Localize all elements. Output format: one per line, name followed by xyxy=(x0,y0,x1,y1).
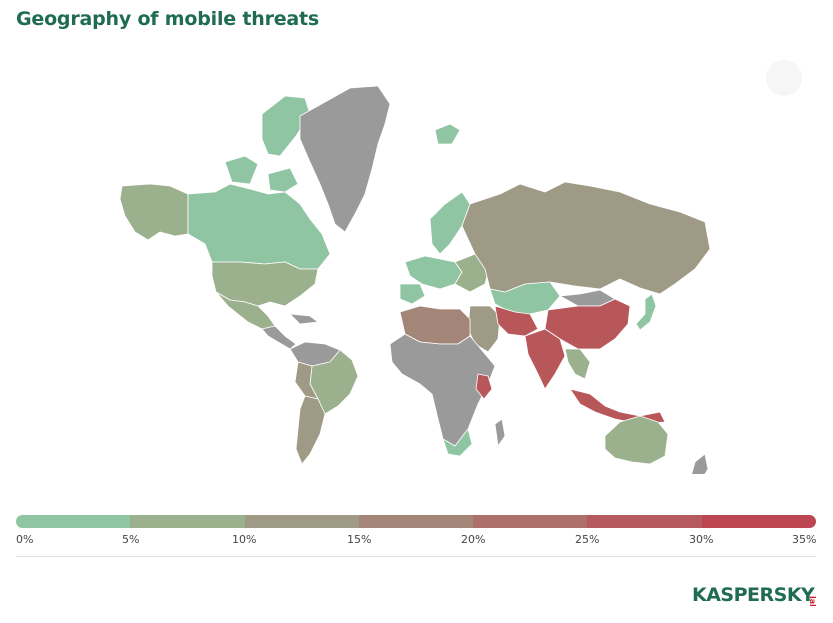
legend-tick: 30% xyxy=(689,533,714,546)
legend-segment xyxy=(358,515,474,528)
region-japan[interactable] xyxy=(635,293,657,331)
legend-tick: 0% xyxy=(16,533,34,546)
region-madagascar[interactable] xyxy=(494,418,506,447)
region-argentina[interactable] xyxy=(295,395,326,465)
legend-tick-labels: 0% 5% 10% 15% 20% 25% 30% 35% xyxy=(16,533,816,553)
svg-text:KASPERSKY: KASPERSKY xyxy=(692,584,815,606)
region-southeast-asia[interactable] xyxy=(564,348,591,380)
region-russia[interactable] xyxy=(461,181,711,295)
world-map[interactable] xyxy=(0,44,833,474)
legend-tick: 20% xyxy=(461,533,486,546)
region-canada[interactable] xyxy=(187,183,331,270)
region-central-america[interactable] xyxy=(261,313,319,350)
region-east-africa[interactable] xyxy=(475,373,493,400)
region-indonesia[interactable] xyxy=(569,388,666,425)
svg-text:lab: lab xyxy=(808,596,817,606)
legend-color-scale xyxy=(16,515,816,528)
legend-tick: 10% xyxy=(232,533,257,546)
region-india[interactable] xyxy=(524,328,566,390)
legend-segment xyxy=(587,515,702,528)
legend-segment xyxy=(701,515,816,528)
legend-segment xyxy=(130,515,245,528)
region-new-zealand[interactable] xyxy=(690,453,709,474)
legend-segment xyxy=(473,515,588,528)
footer-divider xyxy=(16,556,816,557)
fullscreen-button[interactable] xyxy=(766,60,802,96)
region-iran[interactable] xyxy=(494,305,539,337)
region-africa[interactable] xyxy=(389,333,496,447)
region-south-africa[interactable] xyxy=(442,428,473,457)
map-title: Geography of mobile threats xyxy=(16,8,320,30)
legend-tick: 25% xyxy=(575,533,600,546)
region-iberia[interactable] xyxy=(399,283,426,305)
legend-segment xyxy=(244,515,359,528)
region-iceland[interactable] xyxy=(434,123,461,145)
legend-segment xyxy=(16,515,131,528)
region-alaska[interactable] xyxy=(119,183,189,241)
legend-tick: 35% xyxy=(792,533,817,546)
legend-tick: 5% xyxy=(122,533,140,546)
region-greenland[interactable] xyxy=(299,85,391,233)
region-australia[interactable] xyxy=(604,415,669,465)
kaspersky-logo: KASPERSKY lab xyxy=(692,584,817,606)
legend-tick: 15% xyxy=(347,533,372,546)
region-arctic-islands[interactable] xyxy=(224,95,311,193)
